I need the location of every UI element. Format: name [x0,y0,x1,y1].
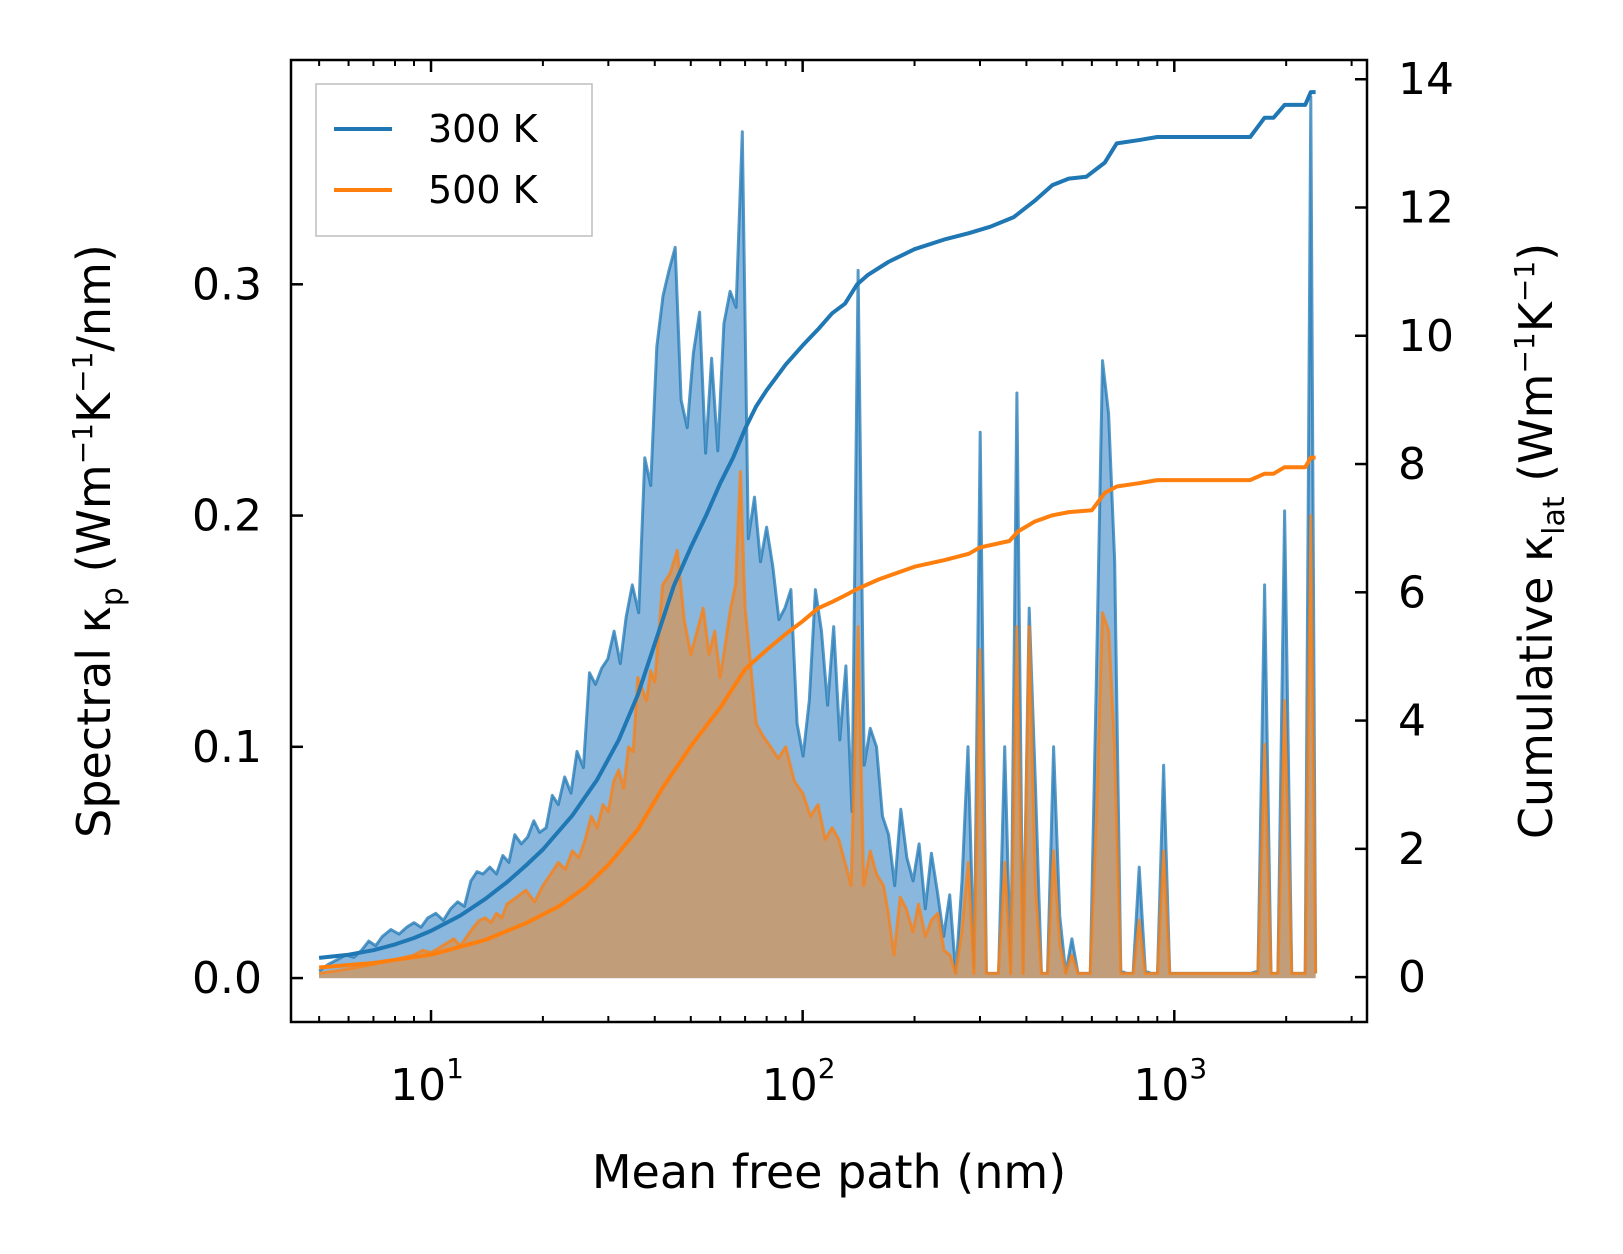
right-y-tick-label: 12 [1398,183,1454,234]
right-y-tick-label: 8 [1398,439,1426,490]
left-y-axis-title: Spectral κp (Wm−1K−1/nm) [66,244,130,838]
right-y-tick-label: 0 [1398,952,1426,1003]
legend: 300 K 500 K [315,83,593,237]
left-y-tick-label: 0.2 [192,491,262,542]
left-y-tick-label: 0.0 [192,953,262,1004]
legend-label-300k: 300 K [428,107,539,151]
right-y-tick-label: 10 [1398,311,1454,362]
right-y-axis-ticks: 0 2 4 6 8 10 12 14 [1355,54,1454,1003]
x-tick-label: 103 [1133,1052,1207,1111]
x-tick-label: 101 [390,1052,464,1111]
spectral-fill-layer [318,95,1318,979]
cumulative-line-layer [318,90,1316,970]
legend-label-500k: 500 K [428,168,539,212]
x-axis-title: Mean free path (nm) [592,1145,1066,1199]
spectral-fill-300k [319,97,1316,979]
right-y-axis-title: Cumulative κlat (Wm−1K−1) [1508,243,1572,839]
spectral-fill-500k [319,471,1316,979]
right-y-tick-label: 4 [1398,696,1426,747]
right-y-tick-label: 2 [1398,824,1426,875]
cumulative-line-300k [318,90,1316,960]
x-tick-label: 102 [762,1052,836,1111]
x-axis-ticks: 101 102 103 [318,60,1353,1111]
spectral-line-500k [318,470,1318,975]
left-y-tick-label: 0.3 [192,259,262,310]
legend-box [315,83,593,237]
right-y-tick-label: 6 [1398,567,1426,618]
cumulative-line-500k [318,455,1316,970]
left-y-axis-ticks: 0.0 0.1 0.2 0.3 [192,259,303,1004]
plot-frame [289,58,1369,1024]
right-y-tick-label: 14 [1398,54,1454,105]
left-y-tick-label: 0.1 [192,722,262,773]
